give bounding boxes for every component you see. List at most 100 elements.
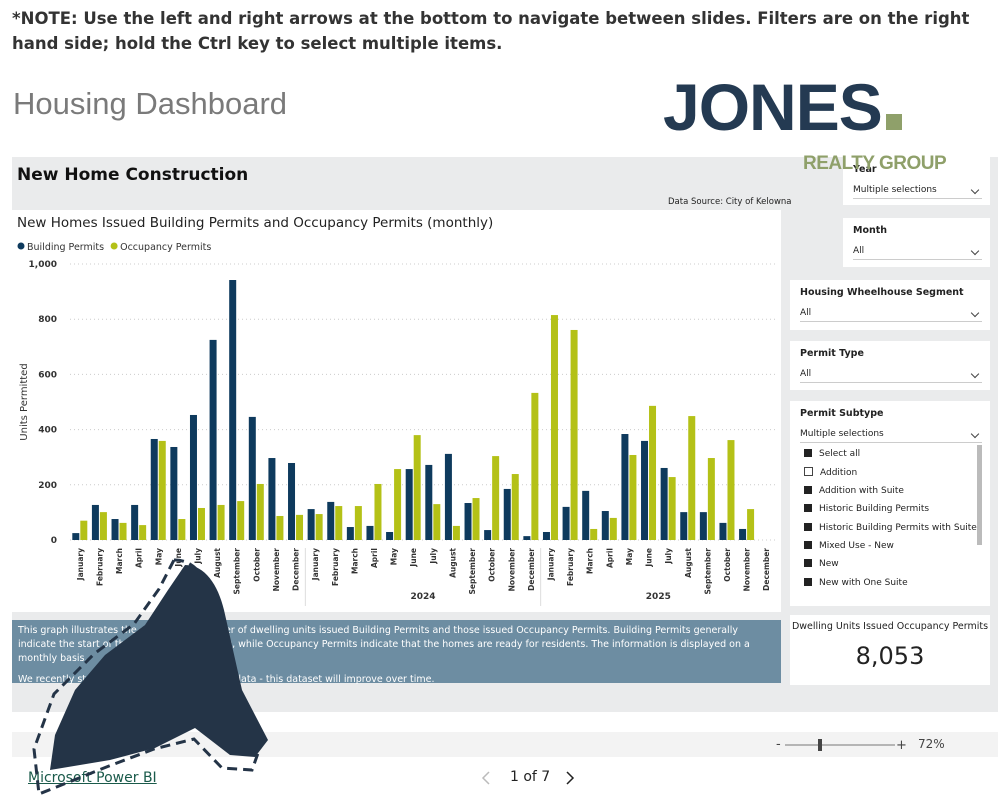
x-tick-label: July: [429, 548, 438, 565]
x-group-label: 2024: [410, 592, 435, 602]
x-tick-label: November: [507, 548, 516, 592]
bar: [472, 498, 480, 540]
bar: [394, 469, 402, 540]
bar: [425, 464, 433, 540]
bar: [178, 519, 186, 540]
bar: [248, 416, 256, 540]
bar: [80, 520, 88, 540]
scrollbar[interactable]: [977, 445, 982, 545]
kpi-card: Dwelling Units Issued Occupancy Permits …: [790, 615, 990, 685]
bar: [668, 477, 676, 540]
svg-text:-: -: [776, 737, 781, 752]
filter-option[interactable]: Addition: [804, 467, 857, 478]
logo: JONES: [663, 74, 902, 140]
bar: [386, 531, 394, 540]
bar: [296, 514, 304, 540]
x-tick-label: September: [468, 548, 477, 595]
bar: [484, 530, 492, 540]
bar: [433, 504, 441, 540]
legend-label: Building Permits: [27, 242, 104, 253]
filter-option[interactable]: Mixed Use - New: [804, 541, 894, 551]
data-source: Data Source: City of Kelowna: [668, 197, 792, 207]
bar: [197, 507, 205, 540]
brand-link[interactable]: Microsoft Power BI: [28, 770, 157, 786]
bar: [111, 519, 119, 540]
bar: [170, 446, 178, 540]
x-tick-label: March: [586, 548, 595, 574]
logo-tagline: REALTY GROUP: [803, 153, 947, 174]
filter-label: Month: [853, 225, 888, 236]
bar: [739, 528, 747, 540]
bar: [256, 483, 264, 540]
filter-option[interactable]: Addition with Suite: [804, 486, 904, 496]
bar: [492, 456, 500, 540]
filter-option[interactable]: New with One Suite: [804, 578, 908, 588]
filter-dropdown[interactable]: Multiple selections: [853, 185, 982, 199]
bar: [582, 490, 590, 540]
x-tick-label: December: [292, 548, 301, 591]
bar: [680, 512, 688, 540]
bar: [150, 438, 158, 540]
filter-dropdown[interactable]: All: [800, 308, 982, 322]
x-tick-label: March: [350, 548, 359, 574]
x-tick-label: January: [311, 548, 320, 581]
bar: [699, 512, 707, 540]
x-tick-label: June: [174, 548, 183, 568]
filter-option[interactable]: Historic Building Permits with Suites: [804, 523, 982, 533]
filter-label: Housing Wheelhouse Segment: [800, 287, 964, 298]
bar: [550, 315, 558, 540]
bar: [649, 405, 657, 540]
filter-dropdown[interactable]: All: [853, 246, 982, 260]
bar: [621, 434, 629, 540]
y-tick-label: 400: [38, 426, 57, 436]
x-tick-label: February: [95, 548, 104, 586]
x-tick-label: April: [370, 548, 379, 568]
y-axis-label: Units Permitted: [19, 363, 30, 440]
section-title: New Home Construction: [17, 165, 249, 185]
bar: [189, 414, 197, 540]
x-tick-label: November: [743, 548, 752, 592]
bar: [413, 435, 421, 540]
bar: [531, 392, 539, 540]
filter-card: Year Multiple selections: [843, 157, 990, 205]
zoom-slider[interactable]: - +: [770, 736, 910, 754]
filter-dropdown[interactable]: Multiple selections: [800, 429, 982, 443]
x-group-label: 2025: [646, 592, 671, 602]
x-tick-label: October: [252, 548, 261, 582]
x-tick-label: July: [664, 548, 673, 565]
svg-text:+: +: [896, 738, 907, 753]
page-title: Housing Dashboard: [13, 86, 288, 121]
page-nav[interactable]: [478, 768, 578, 788]
legend-marker: [110, 242, 118, 250]
bar: [209, 339, 217, 540]
bar: [307, 509, 315, 540]
bar: [601, 511, 609, 540]
x-tick-label: January: [76, 548, 85, 581]
filter-dropdown[interactable]: All: [800, 369, 982, 383]
filter-option[interactable]: Select all: [804, 449, 860, 459]
x-tick-label: December: [762, 548, 771, 591]
note: *NOTE: Use the left and right arrows at …: [12, 9, 970, 53]
bar: [158, 440, 166, 540]
x-tick-label: February: [566, 548, 575, 586]
bar: [229, 280, 237, 540]
bar: [688, 416, 696, 540]
filter-option[interactable]: Historic Building Permits: [804, 504, 929, 514]
x-tick-label: August: [448, 548, 457, 578]
kpi-label: Dwelling Units Issued Occupancy Permits: [791, 621, 989, 632]
bar: [72, 533, 80, 540]
filter-card: Permit Subtype Multiple selections Select …: [790, 401, 990, 606]
x-tick-label: January: [546, 548, 555, 581]
bar: [131, 504, 139, 540]
bar: [366, 525, 374, 540]
bar: [405, 469, 413, 540]
x-tick-label: May: [390, 548, 399, 565]
filter-label: Permit Type: [800, 348, 864, 359]
x-tick-label: September: [703, 548, 712, 595]
bar: [99, 512, 107, 540]
bar: [139, 525, 147, 540]
filter-option[interactable]: New: [804, 559, 839, 569]
bar: [374, 483, 382, 540]
chart-title: New Homes Issued Building Permits and Oc…: [17, 215, 493, 231]
bar: [237, 501, 245, 540]
